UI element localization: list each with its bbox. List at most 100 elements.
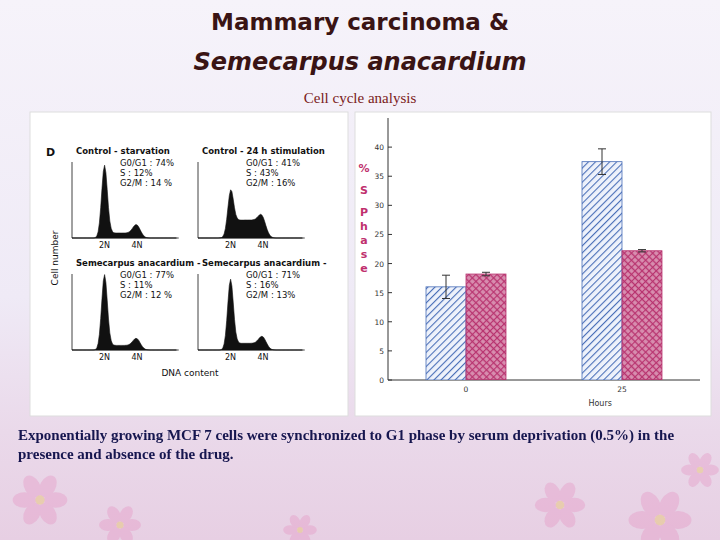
y-label-char: s — [361, 248, 368, 261]
phase-stat: G0/G1 : 41% — [246, 158, 300, 168]
y-label-char: S — [360, 184, 368, 197]
phase-value: 12 % — [150, 290, 172, 300]
phase-value: 74% — [155, 158, 174, 168]
phase-name: G2/M : — [246, 290, 276, 300]
flower-center — [35, 495, 44, 504]
dna-histogram — [72, 275, 176, 350]
peak-label: 2N — [225, 241, 236, 250]
phase-name: G2/M : — [120, 178, 150, 188]
peak-label: 4N — [257, 241, 268, 250]
phase-value: 12% — [134, 168, 153, 178]
phase-value: 41% — [281, 158, 300, 168]
y-tick — [388, 350, 392, 351]
figure-background — [30, 112, 348, 416]
y-axis-label: Cell number — [50, 230, 60, 285]
phase-stat: G2/M : 12 % — [120, 290, 172, 300]
error-cap — [638, 251, 646, 252]
peak-label: 4N — [131, 353, 142, 362]
phase-stat: G2/M : 14 % — [120, 178, 172, 188]
error-bar — [442, 275, 450, 298]
x-axis-label: DNA content — [161, 368, 219, 378]
dna-histogram — [198, 279, 302, 350]
panel-title: Semecarpus anacardium - — [76, 258, 201, 268]
phase-value: 77% — [155, 270, 174, 280]
y-tick — [388, 321, 392, 322]
flower-center — [116, 521, 123, 528]
y-tick-label: 10 — [374, 318, 384, 327]
phase-value: 71% — [281, 270, 300, 280]
y-tick-label: 35 — [374, 172, 384, 181]
panel-axis — [198, 274, 199, 350]
y-tick-label: 0 — [379, 376, 384, 385]
flow-panel: Control - starvation2N4NG0/G1 : 74%S : 1… — [72, 146, 179, 250]
error-bar — [638, 250, 646, 252]
error-bar — [598, 149, 606, 175]
y-label-char: % — [358, 162, 369, 175]
title: Mammary carcinoma & — [211, 9, 509, 35]
x-tick-label: 25 — [617, 385, 627, 394]
title-italic: Semecarpus anacardium — [193, 48, 526, 76]
phase-stat: G0/G1 : 77% — [120, 270, 174, 280]
x-axis-label: Hours — [588, 399, 611, 408]
phase-name: G2/M : — [246, 178, 276, 188]
y-tick-label: 15 — [374, 289, 384, 298]
phase-stat: G2/M : 13% — [246, 290, 295, 300]
phase-stat: S : 16% — [246, 280, 279, 290]
peak-label: 4N — [257, 353, 268, 362]
peak-label: 2N — [225, 353, 236, 362]
phase-value: 13% — [276, 290, 295, 300]
phase-stat: G2/M : 16% — [246, 178, 295, 188]
panel-axis — [72, 350, 179, 351]
error-stem — [602, 149, 603, 175]
bar-chart: 0510152025303540%SPhase025Hours — [358, 118, 700, 408]
panel-axis — [72, 162, 73, 238]
bar — [622, 251, 662, 380]
error-bar — [482, 272, 490, 275]
phase-value: 43% — [260, 168, 279, 178]
peak-label: 2N — [99, 241, 110, 250]
phase-stat: G0/G1 : 71% — [246, 270, 300, 280]
y-tick — [388, 176, 392, 177]
phase-name: S : — [246, 280, 260, 290]
y-axis-label: %SPhase — [358, 162, 369, 275]
y-tick-label: 30 — [374, 201, 384, 210]
y-tick-label: 20 — [374, 260, 384, 269]
phase-name: G2/M : — [120, 290, 150, 300]
panel-axis — [198, 238, 305, 239]
flower-center — [655, 515, 666, 526]
panel-label: D — [46, 146, 55, 159]
error-cap — [442, 298, 450, 299]
phase-name: G0/G1 : — [246, 270, 281, 280]
error-cap — [638, 249, 646, 250]
x-tick-label: 0 — [464, 385, 469, 394]
phase-value: 16% — [260, 280, 279, 290]
phase-name: G0/G1 : — [120, 158, 155, 168]
bar — [426, 287, 466, 380]
phase-stat: S : 12% — [120, 168, 153, 178]
plot-area — [426, 149, 662, 380]
phase-stat: G0/G1 : 74% — [120, 158, 174, 168]
slide: {"slide": {"title": "Mammary carcinoma &… — [0, 0, 720, 540]
error-stem — [446, 275, 447, 298]
panel-axis — [198, 350, 305, 351]
y-tick — [388, 380, 392, 381]
panel-axis — [198, 162, 199, 238]
flower-center — [297, 527, 303, 533]
peak-label: 4N — [131, 241, 142, 250]
y-tick — [388, 263, 392, 264]
y-tick — [388, 234, 392, 235]
flow-panel: Semecarpus anacardium -2N4NG0/G1 : 71%S … — [198, 258, 327, 362]
flow-panel: Semecarpus anacardium -2N4NG0/G1 : 77%S … — [72, 258, 201, 362]
y-label-char: a — [360, 234, 367, 247]
dna-histogram — [72, 165, 176, 238]
phase-stat: S : 43% — [246, 168, 279, 178]
y-label-char: e — [360, 262, 367, 275]
y-tick — [388, 205, 392, 206]
panel-axis — [72, 238, 179, 239]
phase-stat: S : 11% — [120, 280, 153, 290]
phase-value: 16% — [276, 178, 295, 188]
phase-value: 11% — [134, 280, 153, 290]
error-cap — [482, 272, 490, 273]
bar — [466, 274, 506, 380]
y-label-char: P — [360, 206, 368, 219]
